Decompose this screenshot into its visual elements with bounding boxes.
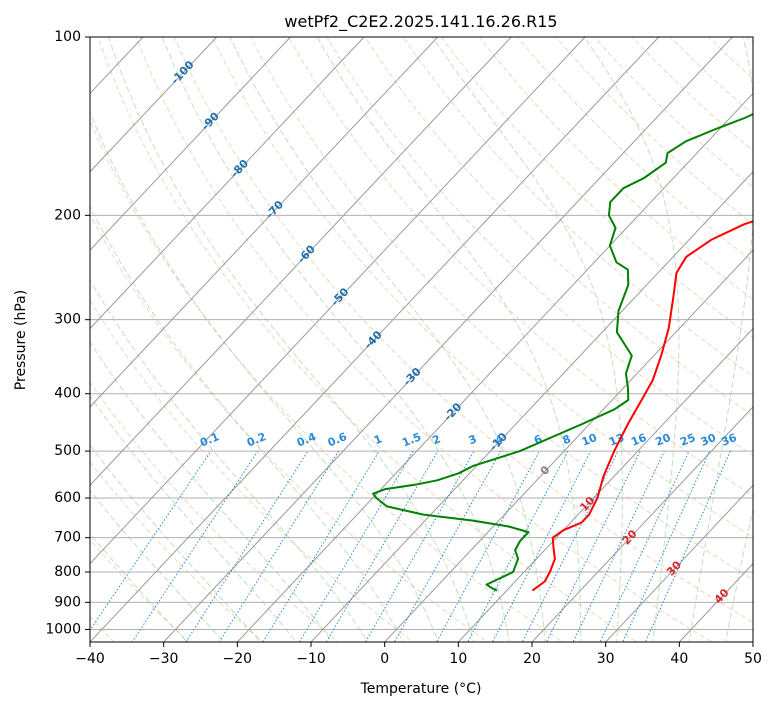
mixing-ratio-line	[262, 450, 380, 642]
isotherm-line	[90, 37, 365, 330]
isotherm-line	[605, 484, 753, 642]
y-axis-title: Pressure (hPa)	[13, 290, 29, 390]
moist-adiabat-line	[90, 395, 297, 642]
x-axis-title: Temperature (°C)	[360, 681, 482, 697]
isotherm-line	[236, 92, 753, 642]
y-tick-label: 100	[54, 29, 81, 45]
mixing-ratio-line	[325, 450, 439, 642]
isotherm-line	[90, 37, 660, 642]
y-tick-label: 400	[54, 386, 81, 402]
x-tick-label: 20	[523, 651, 541, 667]
mixing-ratio-line	[393, 450, 502, 642]
isotherm-line	[90, 37, 218, 173]
mixing-ratio-label: 10	[580, 431, 599, 449]
mixing-ratio-line	[90, 450, 212, 631]
isotherm-line	[90, 37, 512, 486]
mixing-ratio-label: 36	[720, 431, 739, 449]
y-tick-label: 900	[54, 594, 81, 610]
isotherm-line	[90, 37, 439, 408]
dry-adiabat-line	[135, 37, 713, 642]
dry-adiabat-line	[402, 37, 753, 377]
dry-adiabat-line	[288, 37, 753, 497]
y-tick-label: 300	[54, 312, 81, 328]
mixing-ratio-label: 20	[654, 431, 673, 449]
y-tick-label: 500	[54, 443, 81, 459]
mixing-ratio-label: 2	[430, 432, 442, 447]
isotherms	[90, 37, 753, 642]
y-tick-label: 800	[54, 564, 81, 580]
y-tick-label: 1000	[45, 621, 81, 637]
x-tick-label: 0	[380, 651, 389, 667]
mixing-ratio-line	[218, 450, 340, 642]
dewpoint-profile-line	[372, 113, 753, 592]
mixing-ratio-label: 16	[629, 431, 648, 449]
isotherm-line	[310, 171, 753, 642]
isotherm-line	[90, 37, 291, 251]
dry-adiabat-line	[90, 461, 265, 642]
mixing-ratio-label: 8	[561, 432, 573, 447]
isotherm-line	[90, 37, 586, 565]
mixing-ratio-line	[185, 450, 309, 642]
moist-adiabat-line	[90, 279, 369, 642]
plot-frame	[89, 36, 754, 643]
mixing-ratio-line	[364, 450, 475, 642]
x-tick-label: 30	[597, 651, 615, 667]
mixing-ratio-line	[599, 450, 690, 642]
mixing-ratio-label: 25	[678, 431, 697, 449]
isotherm-line	[384, 249, 753, 642]
isotherm-line	[163, 37, 733, 642]
moist-adiabat-line	[90, 533, 188, 642]
mixing-ratio-line	[572, 450, 665, 642]
mixing-ratio-label: 1	[372, 432, 384, 447]
dry-adiabat-line	[440, 37, 753, 339]
mixing-ratio-label: 3	[467, 432, 479, 447]
mixing-ratio-line	[622, 450, 711, 642]
x-tick-label: 50	[744, 651, 762, 667]
x-tick-label: 40	[670, 651, 688, 667]
dry-adiabat-line	[90, 381, 340, 642]
x-axis: −40 −30 −20 −10 0 10 20 30 40 50	[75, 642, 762, 667]
mixing-ratio-line	[491, 450, 592, 642]
temperature-profile-line	[531, 220, 753, 592]
x-tick-label: 10	[449, 651, 467, 667]
x-tick-label: −40	[75, 651, 105, 667]
x-tick-label: −20	[223, 651, 253, 667]
y-tick-label: 200	[54, 207, 81, 223]
chart-title: wetPf2_C2E2.2025.141.16.26.R15	[284, 12, 557, 32]
sounding-profiles	[372, 113, 753, 592]
mixing-ratio-line	[298, 450, 414, 642]
y-axis: 100 200 300 400 500 600 700 800 900 1000	[45, 29, 90, 637]
mixing-ratio-label: 30	[699, 431, 718, 449]
mixing-ratio-line	[545, 450, 641, 642]
y-tick-label: 700	[54, 530, 81, 546]
y-tick-label: 600	[54, 490, 81, 506]
x-tick-label: −30	[149, 651, 179, 667]
mixing-ratio-lines	[90, 450, 731, 642]
isotherm-line	[531, 406, 753, 642]
dry-adiabat-line	[326, 37, 753, 457]
x-tick-label: −10	[296, 651, 326, 667]
